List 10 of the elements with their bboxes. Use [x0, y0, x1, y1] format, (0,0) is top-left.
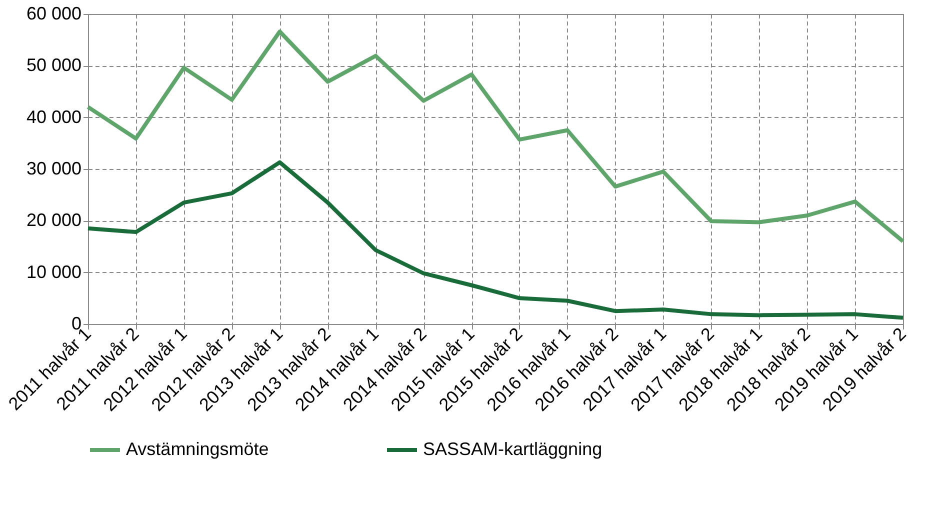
- legend-label: Avstämningsmöte: [126, 439, 269, 459]
- y-tick-label: 50 000: [26, 55, 82, 76]
- y-tick-label: 30 000: [26, 158, 82, 178]
- y-tick-label: 20 000: [26, 210, 82, 230]
- legend-label: SASSAM-kartläggning: [423, 439, 602, 459]
- line-series: [86, 30, 905, 244]
- y-tick-label: 40 000: [26, 106, 82, 127]
- line-series: [86, 160, 905, 320]
- y-tick-label: 10 000: [26, 262, 82, 282]
- y-tick-label: 60 000: [26, 4, 82, 24]
